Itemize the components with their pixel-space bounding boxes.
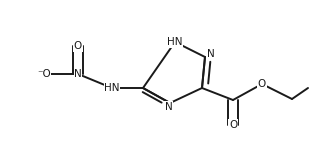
Text: HN: HN <box>104 83 120 93</box>
Text: O: O <box>258 79 266 89</box>
Text: ⁻O: ⁻O <box>37 69 51 79</box>
Text: O: O <box>229 120 237 130</box>
Text: N: N <box>74 69 82 79</box>
Text: O: O <box>74 41 82 51</box>
Text: N: N <box>164 102 172 112</box>
Text: N: N <box>207 49 215 59</box>
Text: HN: HN <box>167 37 183 47</box>
